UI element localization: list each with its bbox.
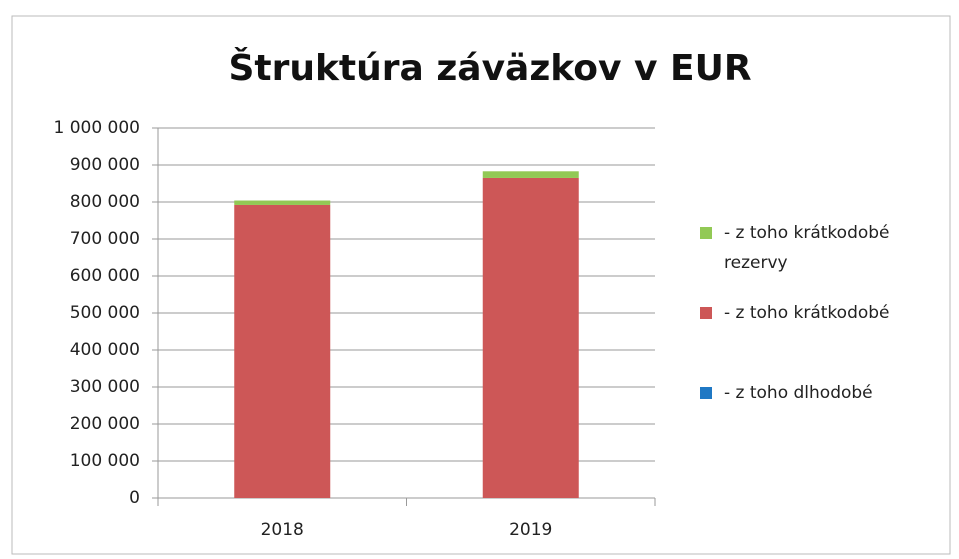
legend-swatch bbox=[700, 387, 712, 399]
legend-item: - z toho dlhodobé bbox=[700, 378, 950, 458]
y-tick-label: 200 000 bbox=[70, 414, 140, 434]
y-tick-label: 500 000 bbox=[70, 303, 140, 323]
legend-swatch bbox=[700, 307, 712, 319]
y-tick-label: 700 000 bbox=[70, 229, 140, 249]
y-tick-label: 100 000 bbox=[70, 451, 140, 471]
legend-item: - z toho krátkodobé rezervy bbox=[700, 218, 950, 298]
legend: - z toho krátkodobé rezervy - z toho krát… bbox=[700, 218, 950, 458]
legend-swatch bbox=[700, 227, 712, 239]
y-tick-label: 900 000 bbox=[70, 155, 140, 175]
y-tick-label: 300 000 bbox=[70, 377, 140, 397]
legend-item: - z toho krátkodobé bbox=[700, 298, 950, 378]
x-tick-label: 2019 bbox=[509, 520, 552, 540]
bar-segment bbox=[482, 177, 579, 498]
y-tick-label: 0 bbox=[129, 488, 140, 508]
y-tick-label: 1 000 000 bbox=[53, 118, 140, 138]
legend-label: - z toho dlhodobé bbox=[724, 383, 873, 403]
chart-frame bbox=[11, 15, 951, 555]
y-tick-label: 600 000 bbox=[70, 266, 140, 286]
bar-segment bbox=[482, 171, 579, 178]
x-tick-label: 2018 bbox=[261, 520, 304, 540]
y-tick-label: 400 000 bbox=[70, 340, 140, 360]
legend-label: - z toho krátkodobé bbox=[724, 303, 890, 323]
chart-title: Štruktúra záväzkov v EUR bbox=[228, 47, 751, 89]
y-tick-label: 800 000 bbox=[70, 192, 140, 212]
bar-segment bbox=[234, 200, 331, 205]
legend-label: - z toho krátkodobé rezervy bbox=[724, 223, 890, 273]
bar-segment bbox=[234, 204, 331, 498]
